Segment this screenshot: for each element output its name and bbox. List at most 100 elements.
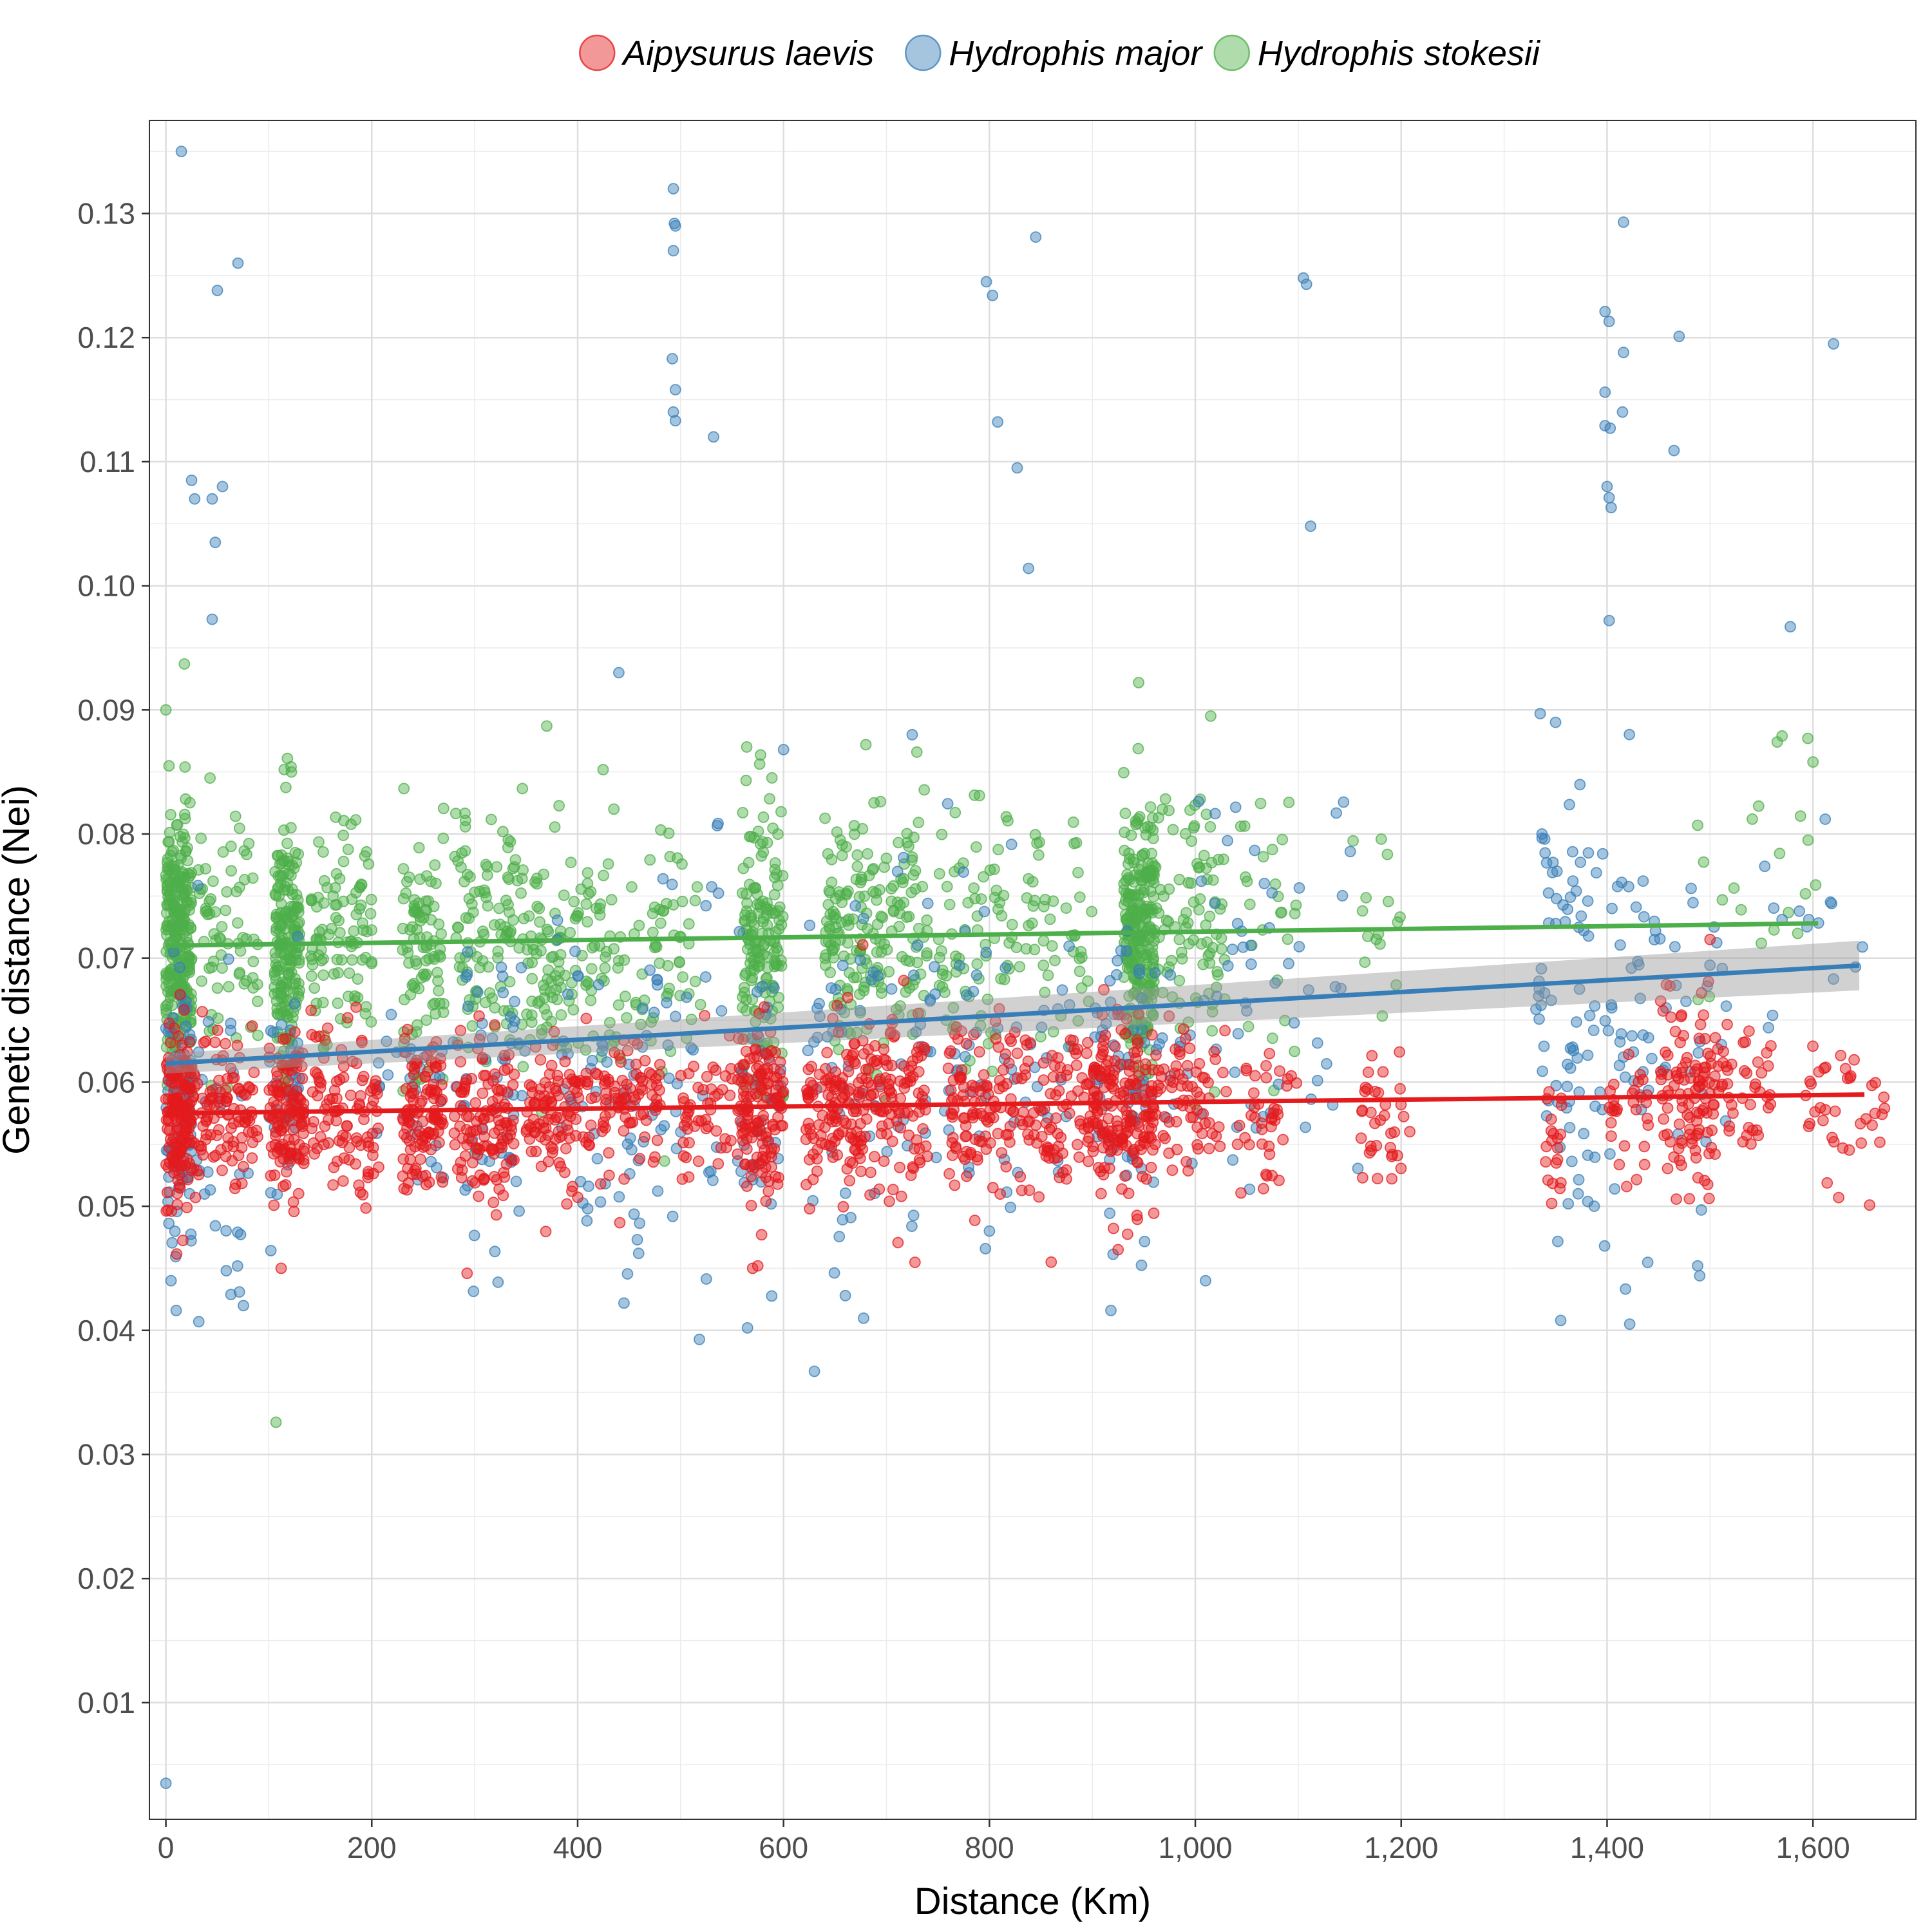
data-point [824, 967, 836, 978]
legend-label: Aipysurus laevis [621, 34, 874, 73]
data-point [1044, 913, 1056, 925]
data-point [1074, 1118, 1086, 1130]
data-point [545, 951, 558, 963]
data-point [1555, 1099, 1567, 1112]
data-point [1692, 1046, 1705, 1059]
data-point [1687, 896, 1699, 909]
data-point [193, 1316, 205, 1328]
data-point [1794, 810, 1806, 822]
data-point [398, 1182, 410, 1195]
data-point [871, 946, 883, 958]
data-point [1137, 1171, 1148, 1182]
data-point [1662, 1162, 1674, 1175]
data-point [1195, 938, 1208, 950]
data-point [180, 884, 192, 896]
data-point [1073, 1151, 1085, 1163]
data-point [600, 945, 612, 958]
data-point [1150, 1108, 1162, 1121]
data-point [980, 947, 992, 958]
data-point [765, 1147, 777, 1159]
data-point [878, 861, 890, 873]
data-point [222, 953, 234, 965]
data-point [1281, 1080, 1293, 1092]
data-point [745, 1170, 757, 1182]
data-point [1598, 1240, 1611, 1252]
y-tick-label: 0.09 [77, 693, 135, 726]
data-point [515, 961, 527, 974]
data-point [647, 907, 659, 920]
data-point [1807, 756, 1819, 768]
data-point [1149, 1139, 1161, 1150]
data-point [410, 905, 422, 917]
data-point [741, 741, 753, 753]
data-point [178, 1072, 190, 1084]
data-point [532, 997, 544, 1009]
data-point [1148, 1208, 1160, 1219]
data-point [430, 877, 442, 889]
data-point [1135, 884, 1147, 896]
data-point [413, 842, 425, 854]
data-point [1674, 1155, 1686, 1166]
data-point [427, 999, 439, 1011]
data-point [337, 829, 349, 841]
x-tick-label: 400 [553, 1831, 603, 1864]
data-point [1155, 1083, 1167, 1094]
data-point [1060, 902, 1072, 914]
data-point [1392, 916, 1404, 928]
data-point [459, 815, 471, 826]
data-point [1255, 797, 1267, 810]
data-point [432, 975, 444, 987]
data-point [365, 907, 377, 920]
data-point [773, 992, 785, 1003]
legend-item: Hydrophis stokesii [1213, 34, 1541, 73]
data-point [285, 761, 297, 773]
data-point [736, 887, 748, 899]
data-point [1539, 847, 1551, 859]
data-point [353, 1179, 365, 1191]
x-axis-title: Distance (Km) [914, 1880, 1151, 1922]
data-point [740, 775, 752, 786]
data-point [553, 800, 565, 812]
data-point [689, 895, 701, 907]
data-point [160, 980, 173, 992]
data-point [220, 1225, 232, 1237]
data-point [839, 1289, 851, 1302]
data-point [1386, 1150, 1398, 1162]
data-point [766, 772, 778, 784]
data-point [871, 894, 883, 906]
data-point [971, 958, 983, 970]
data-point [500, 1158, 513, 1170]
data-point [974, 1046, 985, 1058]
data-point [1833, 1191, 1845, 1204]
data-point [247, 1137, 259, 1148]
data-point [542, 964, 554, 976]
data-point [1209, 808, 1221, 820]
data-point [1037, 1057, 1050, 1069]
data-point [1692, 1171, 1704, 1184]
data-point [1631, 1173, 1643, 1186]
data-point [874, 1081, 886, 1093]
data-point [497, 987, 509, 999]
data-point [241, 848, 252, 860]
data-point [741, 1321, 753, 1334]
data-point [178, 808, 191, 820]
data-point [361, 846, 373, 858]
data-point [197, 1149, 209, 1161]
data-point [589, 1092, 601, 1103]
data-point [1214, 1141, 1226, 1152]
data-point [1848, 1054, 1861, 1066]
data-point [564, 927, 576, 939]
data-point [541, 720, 553, 732]
data-point [904, 1072, 916, 1084]
data-point [1146, 848, 1158, 860]
data-point [864, 1189, 876, 1201]
data-point [960, 1037, 972, 1050]
data-point [933, 867, 945, 880]
data-point [1133, 677, 1144, 688]
data-point [538, 1090, 551, 1102]
data-point [967, 1109, 978, 1121]
grid-major [149, 120, 1916, 1819]
data-point [1032, 849, 1045, 861]
data-point [1231, 1139, 1244, 1150]
data-point [683, 918, 695, 930]
